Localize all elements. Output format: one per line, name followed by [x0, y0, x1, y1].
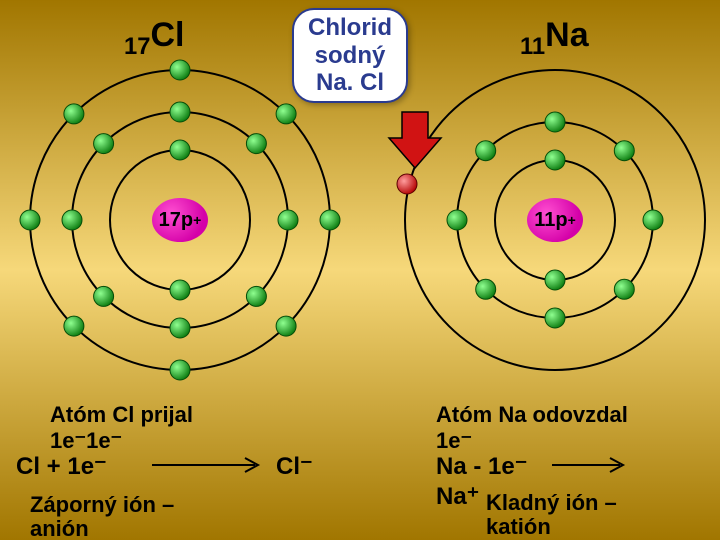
na-caption-6: katión: [486, 514, 551, 540]
cl-proton-sup: +: [193, 212, 201, 228]
electron: [170, 140, 190, 160]
electron: [476, 279, 496, 299]
atom-diagram: [0, 0, 720, 540]
na-proton-sup: +: [568, 212, 576, 228]
electron: [170, 102, 190, 122]
cl-nucleus: 17p+: [152, 198, 208, 242]
electron: [614, 279, 634, 299]
electron: [94, 286, 114, 306]
electron: [94, 134, 114, 154]
na-caption-5: Kladný ión –: [486, 490, 617, 516]
cl-caption-1: Atóm Cl prijal: [50, 402, 193, 428]
electron: [62, 210, 82, 230]
cl-caption-3: Cl + 1e⁻: [16, 452, 107, 481]
na-nucleus: 11p+: [527, 198, 583, 242]
electron: [276, 316, 296, 336]
transfer-electron: [397, 174, 417, 194]
na-equation-arrow: [552, 458, 623, 472]
electron: [170, 318, 190, 338]
cl-caption-5: Záporný ión –: [30, 492, 174, 518]
electron: [64, 316, 84, 336]
electron: [278, 210, 298, 230]
cl-caption-2: 1e⁻1e⁻: [50, 428, 122, 454]
electron: [246, 134, 266, 154]
electron: [545, 150, 565, 170]
electron: [64, 104, 84, 124]
electron: [276, 104, 296, 124]
electron: [476, 141, 496, 161]
electron: [545, 270, 565, 290]
cl-caption-4: Cl⁻: [276, 452, 313, 481]
na-caption-4: Na⁺: [436, 482, 479, 511]
cl-proton-count: 17p: [159, 209, 193, 232]
electron: [614, 141, 634, 161]
na-caption-3: Na - 1e⁻: [436, 452, 527, 481]
na-caption-1: Atóm Na odovzdal: [436, 402, 628, 428]
cl-caption-6: anión: [30, 516, 89, 540]
electron: [170, 60, 190, 80]
na-proton-count: 11p: [534, 209, 567, 232]
electron: [170, 280, 190, 300]
na-caption-2: 1e⁻: [436, 428, 472, 454]
electron: [545, 308, 565, 328]
electron: [447, 210, 467, 230]
cl-equation-arrow: [152, 458, 258, 472]
transfer-arrow: [389, 112, 441, 168]
electron: [20, 210, 40, 230]
electron: [246, 286, 266, 306]
electron: [170, 360, 190, 380]
electron: [643, 210, 663, 230]
electron: [320, 210, 340, 230]
electron: [545, 112, 565, 132]
